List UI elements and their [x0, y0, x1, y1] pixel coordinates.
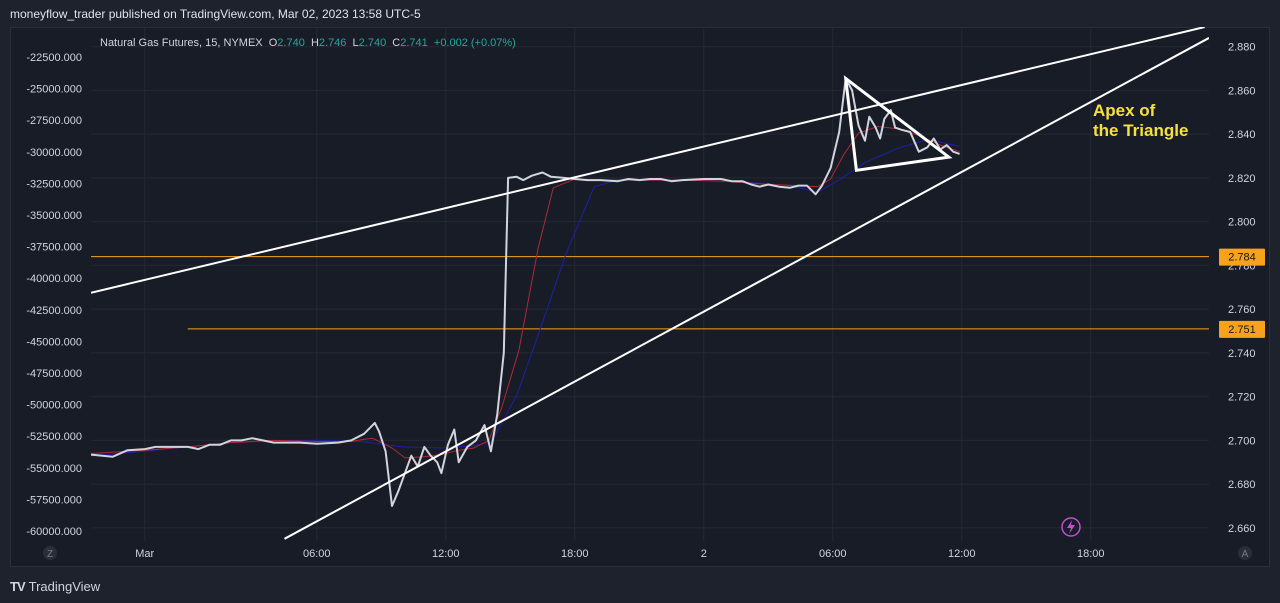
left-axis-tick-label: -60000.000 [26, 526, 82, 538]
price-chart[interactable]: -22500.000 -25000.000 -27500.000 -30000.000… [10, 27, 1270, 567]
price-line-label: 2.784 [1228, 252, 1256, 264]
chart-header: moneyflow_trader published on TradingVie… [0, 0, 1280, 26]
trendline [91, 27, 1205, 294]
right-axis-tick-label: 2.800 [1228, 217, 1256, 229]
price-line-label-box [1219, 248, 1265, 266]
tradingview-logo[interactable]: TV TradingView [10, 579, 100, 594]
x-axis-tick-label: Mar [135, 548, 154, 560]
price-line-label-box [1219, 320, 1265, 338]
tradingview-mark-icon: TV [10, 579, 26, 594]
left-axis-tick-label: -30000.000 [26, 147, 82, 159]
legend-symbol: Natural Gas Futures, 15, NYMEX [100, 37, 269, 49]
left-axis-tick-label: -25000.000 [26, 84, 82, 96]
lightning-bolt-glyph [1067, 520, 1075, 534]
apex-annotation-line2: the Triangle [1093, 121, 1188, 140]
left-axis-tick-label: -55000.000 [26, 463, 82, 475]
legend-high-label: H [311, 37, 319, 49]
left-axis-tick-label: -22500.000 [26, 52, 82, 64]
x-axis-tick-label: 18:00 [1077, 548, 1105, 560]
x-axis-tick-label: 06:00 [819, 548, 847, 560]
timezone-badge[interactable] [43, 546, 57, 560]
left-axis-tick-label: -52500.000 [26, 431, 82, 443]
legend-open-label: O [269, 37, 278, 49]
right-axis-tick-label: 2.720 [1228, 392, 1256, 404]
trendline [284, 37, 1209, 540]
chart-frame[interactable] [10, 27, 1270, 567]
legend-open-value: 2.740 [277, 37, 311, 49]
legend-close-label: C [392, 37, 400, 49]
chart-footer: TV TradingView [0, 570, 1280, 603]
timezone-badge-label: Z [47, 549, 53, 560]
legend-close-value: 2.741 [400, 37, 434, 49]
legend-change: +0.002 (+0.07%) [434, 37, 516, 49]
right-axis-tick-label: 2.740 [1228, 348, 1256, 360]
right-axis-tick-label: 2.840 [1228, 129, 1256, 141]
auto-scale-badge-label: A [1242, 549, 1249, 560]
x-axis-tick-label: 12:00 [432, 548, 460, 560]
price-line-label: 2.751 [1228, 324, 1256, 336]
publisher-attribution: moneyflow_trader published on TradingVie… [10, 7, 421, 21]
right-axis-tick-label: 2.660 [1228, 523, 1256, 535]
symbol-legend[interactable]: Natural Gas Futures, 15, NYMEX O2.740 H2… [100, 37, 516, 49]
series-line [91, 126, 960, 459]
right-axis-tick-label: 2.880 [1228, 42, 1256, 54]
right-axis-tick-label: 2.760 [1228, 304, 1256, 316]
right-axis-tick-label: 2.820 [1228, 173, 1256, 185]
left-axis-tick-label: -32500.000 [26, 178, 82, 190]
x-axis-tick-label: 12:00 [948, 548, 976, 560]
left-axis-tick-label: -47500.000 [26, 368, 82, 380]
legend-low-value: 2.740 [359, 37, 393, 49]
right-axis-tick-label: 2.680 [1228, 479, 1256, 491]
left-axis-tick-label: -35000.000 [26, 210, 82, 222]
auto-scale-badge[interactable] [1238, 546, 1252, 560]
series-line [91, 77, 960, 507]
apex-annotation-line1: Apex of [1093, 101, 1156, 120]
lightning-icon[interactable] [1061, 517, 1081, 537]
x-axis-tick-label: 18:00 [561, 548, 589, 560]
left-axis-tick-label: -40000.000 [26, 273, 82, 285]
left-axis-tick-label: -37500.000 [26, 242, 82, 254]
x-axis-tick-label: 2 [701, 548, 707, 560]
right-axis-tick-label: 2.700 [1228, 435, 1256, 447]
triangle-pattern [843, 75, 953, 173]
right-axis-tick-label: 2.860 [1228, 85, 1256, 97]
tradingview-logo-text: TradingView [28, 579, 101, 594]
legend-low-label: L [353, 37, 359, 49]
left-axis-tick-label: -42500.000 [26, 305, 82, 317]
legend-high-value: 2.746 [319, 37, 353, 49]
left-axis-tick-label: -57500.000 [26, 494, 82, 506]
x-axis-tick-label: 06:00 [303, 548, 331, 560]
plot-area[interactable] [91, 27, 1209, 540]
left-axis-tick-label: -27500.000 [26, 115, 82, 127]
left-axis-tick-label: -50000.000 [26, 400, 82, 412]
left-axis-tick-label: -45000.000 [26, 336, 82, 348]
